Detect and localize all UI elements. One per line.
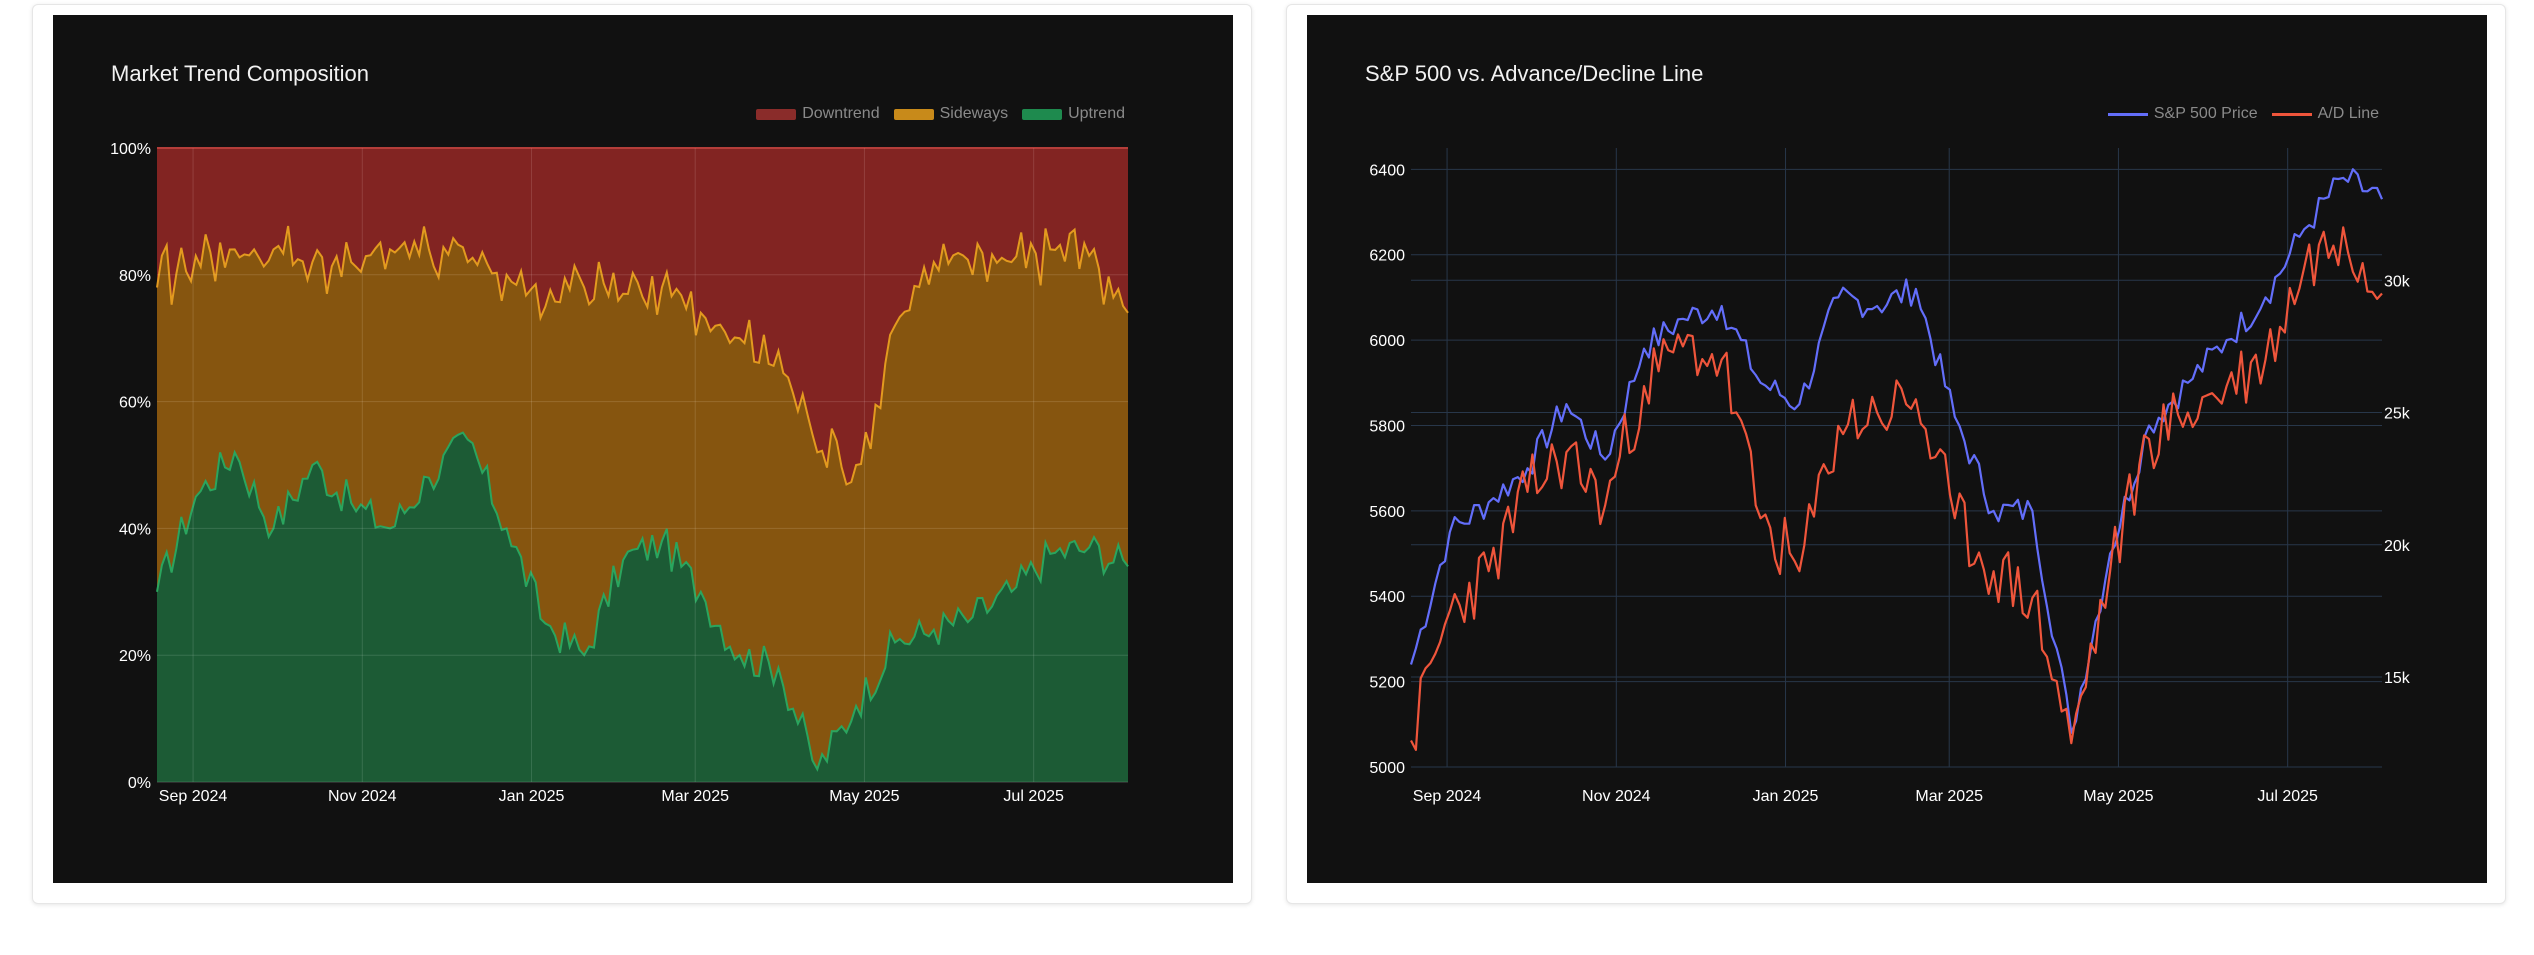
chart-title: S&P 500 vs. Advance/Decline Line bbox=[1365, 61, 1704, 86]
y-tick-label-left: 5400 bbox=[1369, 589, 1405, 606]
uptrend-edge bbox=[156, 431, 1129, 772]
legend-item-ad-line[interactable]: A/D Line bbox=[2271, 105, 2379, 123]
x-tick-label: Jul 2025 bbox=[1003, 788, 1064, 805]
x-tick-label: Mar 2025 bbox=[1915, 788, 1983, 805]
sp500-ad-card: 5000 5200 5400 5600 5800 6000 6200 6400 15k 20k 25… bbox=[1286, 4, 2506, 904]
x-tick-label: Nov 2024 bbox=[1582, 788, 1651, 805]
x-tick-label: May 2025 bbox=[2083, 788, 2153, 805]
legend-swatch bbox=[1022, 108, 1063, 120]
legend-item-downtrend[interactable]: Downtrend bbox=[756, 105, 880, 123]
legend-label: Uptrend bbox=[1068, 105, 1125, 122]
y-tick-label-left: 6400 bbox=[1369, 162, 1405, 179]
y-tick-label: 100% bbox=[110, 141, 151, 158]
trend-composition-card: 0% 20% 40% 60% 80% 100% Sep 2024 Nov 2024 Jan 20… bbox=[32, 4, 1252, 904]
legend-swatch bbox=[893, 108, 934, 120]
x-tick-label: Jan 2025 bbox=[499, 788, 565, 805]
trend-composition-plot: 0% 20% 40% 60% 80% 100% Sep 2024 Nov 2024 Jan 20… bbox=[110, 141, 1129, 805]
legend-label: Downtrend bbox=[802, 105, 880, 122]
legend-swatch bbox=[756, 108, 797, 120]
y-tick-label-right: 20k bbox=[2384, 538, 2411, 555]
x-tick-label: May 2025 bbox=[829, 788, 899, 805]
sideways-area bbox=[157, 226, 1128, 770]
x-tick-label: Jan 2025 bbox=[1753, 788, 1819, 805]
y-tick-label: 60% bbox=[119, 395, 151, 412]
trend-composition-chart: 0% 20% 40% 60% 80% 100% Sep 2024 Nov 2024 Jan 20… bbox=[53, 15, 1233, 883]
y-tick-label: 40% bbox=[119, 521, 151, 538]
y-tick-label-left: 6000 bbox=[1369, 333, 1405, 350]
legend-label: A/D Line bbox=[2317, 105, 2379, 122]
chart-legend: S&P 500 Price A/D Line bbox=[2107, 105, 2379, 123]
legend-label: Sideways bbox=[939, 105, 1009, 122]
uptrend-area bbox=[157, 432, 1128, 782]
sp500-ad-plot: 5000 5200 5400 5600 5800 6000 6200 6400 15k 20k 25… bbox=[1369, 148, 2411, 805]
y-tick-label-right: 30k bbox=[2384, 273, 2411, 290]
y-tick-label-left: 5800 bbox=[1369, 418, 1405, 435]
x-tick-label: Jul 2025 bbox=[2257, 788, 2318, 805]
legend-item-uptrend[interactable]: Uptrend bbox=[1022, 105, 1125, 123]
y-tick-label-left: 5200 bbox=[1369, 675, 1405, 692]
sideways-edge bbox=[156, 225, 1129, 486]
sp500-price-line bbox=[1409, 168, 2384, 734]
ad-line bbox=[1410, 226, 2383, 751]
legend-item-sideways[interactable]: Sideways bbox=[893, 105, 1009, 123]
y-tick-label: 80% bbox=[119, 268, 151, 285]
y-tick-label: 20% bbox=[119, 648, 151, 665]
y-tick-label: 0% bbox=[128, 775, 151, 792]
x-tick-label: Sep 2024 bbox=[159, 788, 228, 805]
downtrend-area bbox=[157, 148, 1128, 485]
legend-swatch bbox=[2107, 112, 2148, 116]
legend-swatch bbox=[2271, 112, 2312, 116]
chart-title: Market Trend Composition bbox=[111, 61, 369, 86]
sp500-ad-chart: 5000 5200 5400 5600 5800 6000 6200 6400 15k 20k 25… bbox=[1307, 15, 2487, 883]
legend-label: S&P 500 Price bbox=[2153, 105, 2258, 122]
y-tick-label-left: 5000 bbox=[1369, 760, 1405, 777]
y-tick-label-left: 5600 bbox=[1369, 504, 1405, 521]
y-tick-label-right: 15k bbox=[2384, 670, 2411, 687]
legend-item-sp500[interactable]: S&P 500 Price bbox=[2107, 105, 2258, 123]
x-tick-label: Nov 2024 bbox=[328, 788, 397, 805]
x-tick-label: Sep 2024 bbox=[1413, 788, 1482, 805]
chart-legend: Downtrend Sideways Uptrend bbox=[756, 105, 1125, 123]
x-tick-label: Mar 2025 bbox=[661, 788, 729, 805]
y-tick-label-left: 6200 bbox=[1369, 248, 1405, 265]
y-tick-label-right: 25k bbox=[2384, 406, 2411, 423]
